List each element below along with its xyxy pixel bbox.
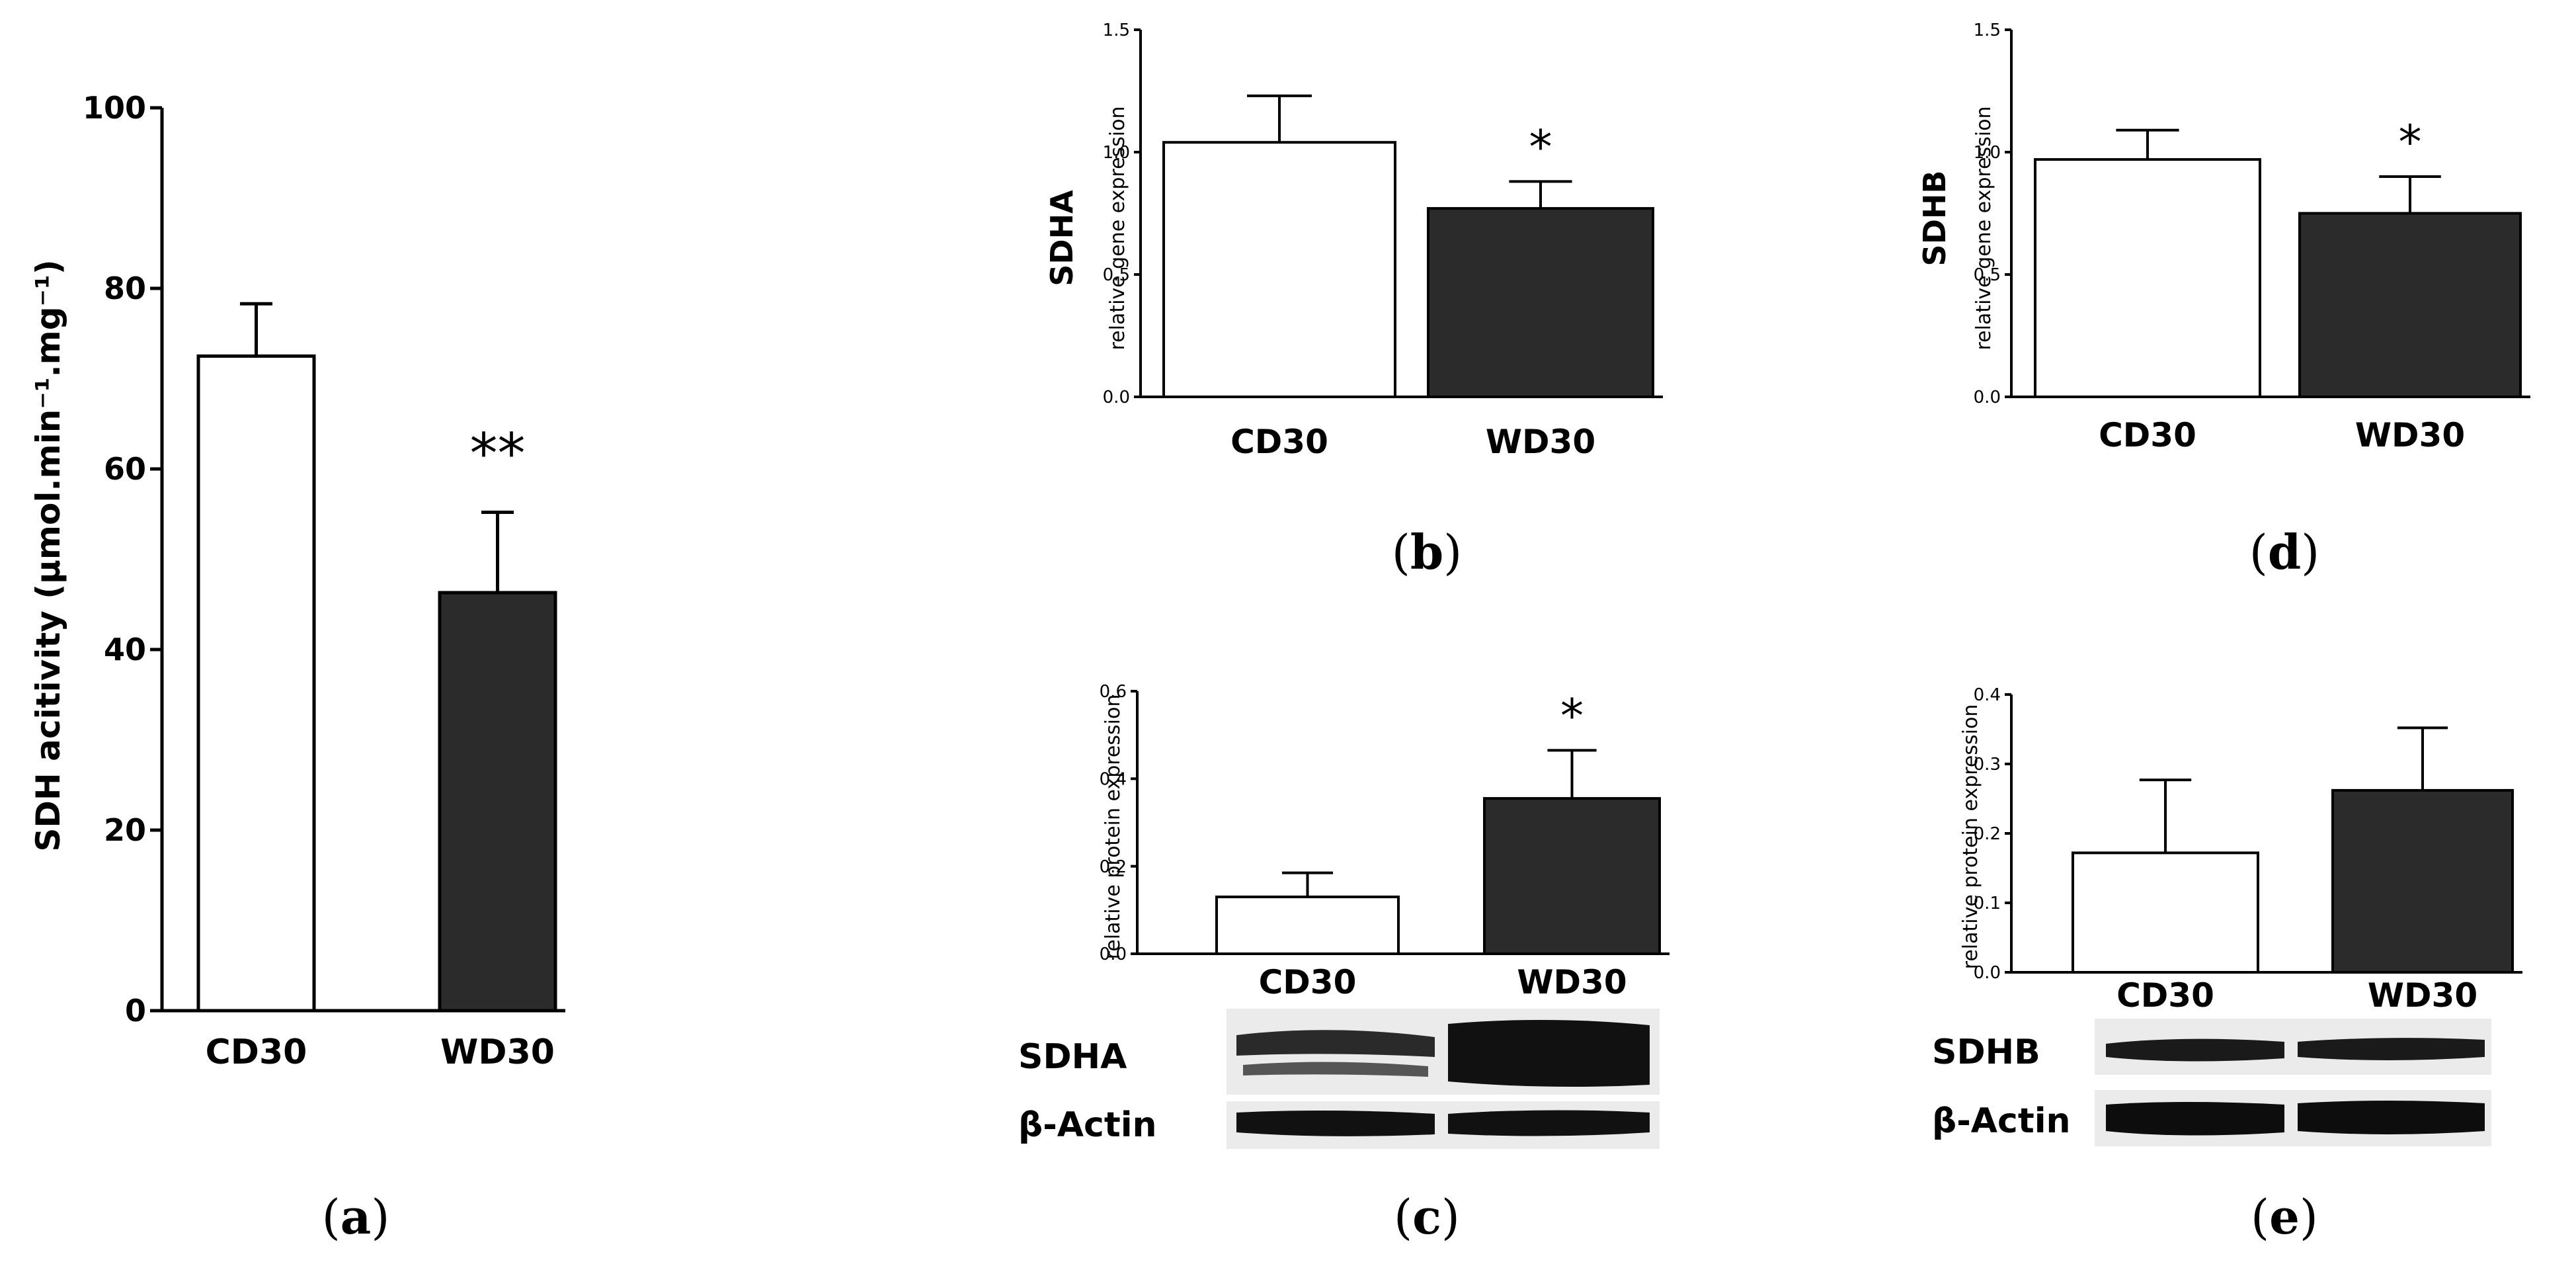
panel-c-sdha-band-cd30-lower — [1243, 1062, 1428, 1077]
panel-a: SDH acitivity (µmol.min⁻¹.mg⁻¹) (a) — [29, 259, 389, 1245]
panel-c-blot-label-2: β-Actin — [1018, 1105, 1157, 1145]
panel-c-actin-band-cd30 — [1236, 1110, 1435, 1136]
significance-marker: * — [2399, 115, 2422, 169]
bar-wd30 — [2331, 788, 2514, 974]
y-tick-label: 1.0 — [1974, 143, 2001, 163]
category-label: CD30 — [2116, 976, 2214, 1015]
panel-d-ylabel: relative gene expression — [1972, 106, 1995, 350]
y-tick-label: 0.2 — [1974, 824, 2001, 844]
panel-e-label: (e) — [2251, 1189, 2318, 1245]
significance-marker: * — [1560, 689, 1584, 743]
panel-e-sdhb-band-cd30 — [2106, 1038, 2284, 1062]
y-tick-label: 0.5 — [1974, 265, 2001, 285]
panel-c-blot-label-1: SDHA — [1018, 1037, 1127, 1077]
y-tick-label: 40 — [104, 632, 146, 667]
bar-cd30 — [196, 354, 316, 1013]
panel-a-label: (a) — [322, 1189, 390, 1245]
panel-d: SDHB relative gene expression (d) — [1917, 106, 2319, 580]
chart-a: 0 20 40 60 80 100 CD30 WD30 ** — [83, 90, 565, 1072]
y-tick-label: 1.5 — [1103, 21, 1130, 40]
panel-c-sdha-band-wd30 — [1448, 1019, 1650, 1087]
significance-marker: ** — [470, 421, 526, 486]
y-tick-label: 0.4 — [1100, 769, 1127, 789]
category-label: CD30 — [206, 1032, 307, 1072]
y-tick-label: 0.0 — [1100, 945, 1127, 964]
panel-b: SDHA relative gene expression (b) — [1044, 106, 1462, 580]
bar-cd30 — [1215, 895, 1400, 955]
panel-e-actin-band-cd30 — [2106, 1102, 2284, 1136]
y-tick-label: 0.2 — [1100, 857, 1127, 877]
panel-a-ylabel: SDH acitivity (µmol.min⁻¹.mg⁻¹) — [29, 259, 67, 851]
chart-d: 0.0 0.5 1.0 1.5 CD30 WD30 * — [1974, 21, 2530, 454]
chart-c: 0.0 0.2 0.4 0.6 CD30 WD30 * — [1100, 682, 1670, 1001]
bar-cd30 — [2034, 158, 2261, 398]
panel-e-actin-band-wd30 — [2298, 1101, 2485, 1134]
y-tick-label: 0.6 — [1100, 682, 1127, 702]
category-label: WD30 — [1517, 963, 1627, 1001]
panel-c-ylabel: relative protein expression — [1102, 695, 1125, 960]
bar-cd30 — [1162, 141, 1396, 398]
y-tick-label: 0.5 — [1103, 265, 1130, 285]
category-label: CD30 — [2099, 416, 2196, 454]
panel-e-sdhb-band-wd30 — [2298, 1038, 2485, 1060]
y-tick-label: 0 — [125, 993, 146, 1029]
category-label: CD30 — [1259, 963, 1357, 1001]
y-tick-label: 60 — [104, 451, 146, 487]
y-tick-label: 0.3 — [1974, 755, 2001, 775]
bar-wd30 — [1427, 207, 1654, 398]
panel-b-label: (b) — [1392, 524, 1463, 580]
panel-c-actin-band-wd30 — [1448, 1110, 1650, 1136]
panel-c-label: (c) — [1394, 1189, 1460, 1245]
y-tick-label: 1.0 — [1103, 143, 1130, 163]
panel-b-gene-label: SDHA — [1044, 190, 1080, 286]
y-tick-label: 100 — [83, 90, 146, 126]
bar-wd30 — [438, 591, 557, 1013]
panel-c-sdha-band-cd30 — [1236, 1030, 1435, 1057]
y-tick-label: 80 — [104, 271, 146, 306]
panel-e-ylabel: relative protein expression — [1959, 704, 1982, 970]
bar-cd30 — [2072, 851, 2259, 974]
panel-d-gene-label: SDHB — [1917, 171, 1952, 267]
significance-marker: * — [1529, 120, 1552, 174]
panel-d-label: (d) — [2249, 524, 2320, 580]
category-label: WD30 — [440, 1032, 555, 1072]
panel-e: relative protein expression (e) SDHB β-A… — [1932, 704, 2491, 1245]
bar-wd30 — [1483, 797, 1661, 955]
panel-b-ylabel: relative gene expression — [1106, 106, 1129, 350]
y-tick-label: 0.4 — [1974, 685, 2001, 705]
bar-wd30 — [2298, 212, 2522, 398]
chart-e: 0.0 0.1 0.2 0.3 0.4 CD30 WD30 — [1974, 685, 2522, 1015]
chart-b: 0.0 0.5 1.0 1.5 CD30 WD30 * — [1103, 21, 1663, 461]
y-tick-label: 0.0 — [1103, 388, 1130, 407]
y-tick-label: 0.0 — [1974, 963, 2001, 983]
y-tick-label: 20 — [104, 812, 146, 848]
panel-e-blot-label-2: β-Actin — [1932, 1101, 2071, 1141]
y-tick-label: 0.1 — [1974, 894, 2001, 913]
category-label: WD30 — [2368, 976, 2477, 1015]
category-label: WD30 — [2355, 416, 2465, 454]
panel-e-blot-label-1: SDHB — [1932, 1032, 2040, 1072]
y-tick-label: 0.0 — [1974, 388, 2001, 407]
category-label: WD30 — [1486, 423, 1595, 461]
y-tick-label: 1.5 — [1974, 21, 2001, 40]
category-label: CD30 — [1230, 423, 1328, 461]
panel-c: relative protein expression (c) SDHA β-A… — [1018, 695, 1660, 1245]
